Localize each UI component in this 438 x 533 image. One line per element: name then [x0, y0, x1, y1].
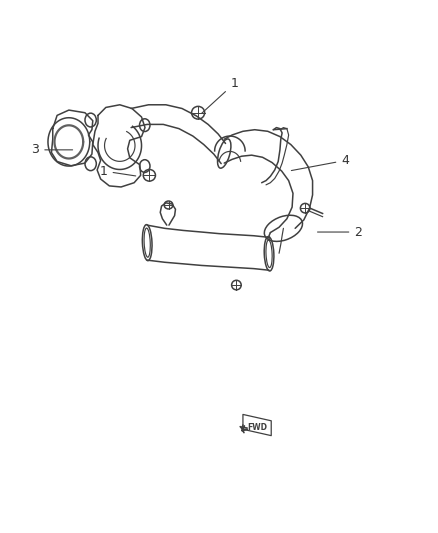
- Text: 3: 3: [32, 143, 73, 156]
- Text: FWD: FWD: [247, 423, 267, 432]
- Text: 4: 4: [291, 154, 349, 171]
- Text: 1: 1: [100, 165, 136, 177]
- Text: 2: 2: [318, 225, 362, 239]
- Text: 1: 1: [201, 77, 238, 114]
